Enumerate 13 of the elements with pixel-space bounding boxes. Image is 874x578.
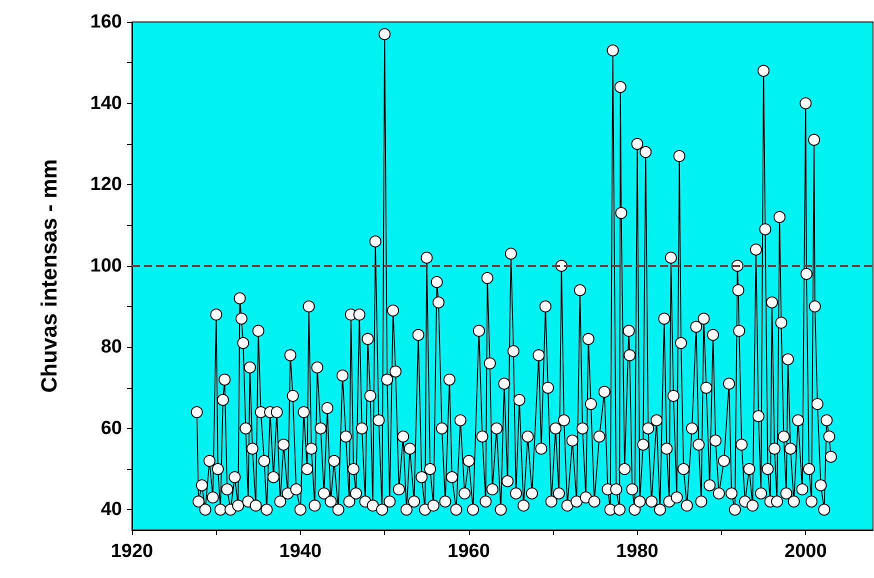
x-tick-label: 1940	[279, 541, 322, 562]
y-tick-label: 80	[100, 336, 122, 358]
y-tick-label: 40	[100, 499, 122, 520]
x-tick-label: 1960	[448, 541, 490, 562]
x-tick-label: 1920	[110, 541, 154, 562]
y-tick-label: 160	[90, 12, 122, 32]
y-tick-label: 60	[100, 418, 122, 439]
y-axis-title: Chuvas intensas - mm	[36, 159, 62, 393]
y-tick-label: 120	[90, 174, 122, 196]
x-tick-label: 2000	[784, 541, 827, 562]
y-tick-label: 100	[90, 255, 122, 276]
y-tick-label: 140	[90, 92, 122, 114]
x-tick-label: 1980	[616, 541, 658, 562]
